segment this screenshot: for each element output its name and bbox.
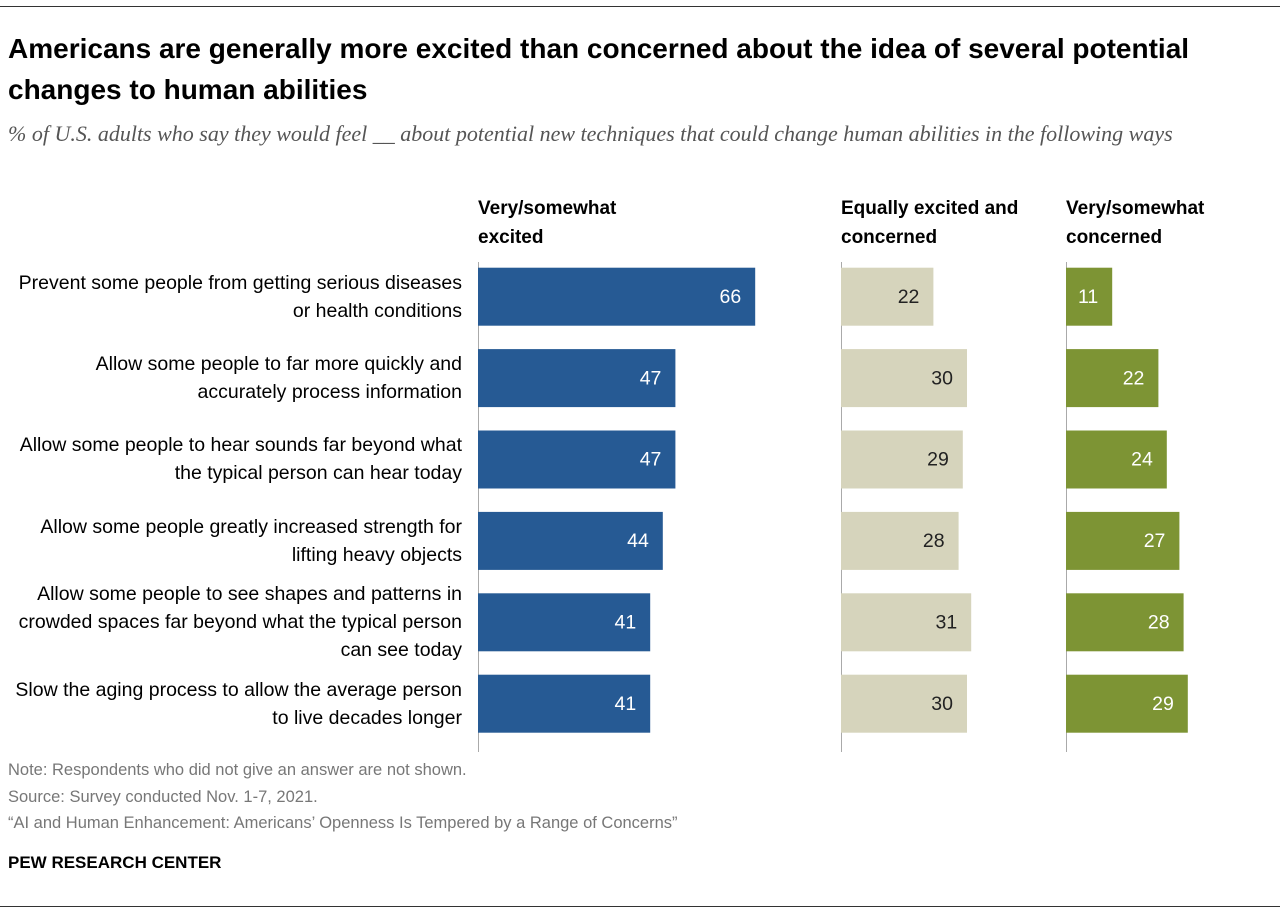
- series-header: Very/somewhat excited: [478, 198, 617, 248]
- value-label: 22: [898, 286, 920, 308]
- bar: [841, 674, 967, 733]
- value-label: 24: [1131, 449, 1153, 471]
- value-label: 30: [931, 693, 953, 715]
- bar: [478, 430, 676, 489]
- value-label: 41: [614, 611, 636, 633]
- value-label: 27: [1144, 530, 1166, 552]
- category-label: Allow some people greatly increased stre…: [40, 515, 462, 566]
- value-label: 30: [931, 367, 953, 389]
- brand: PEW RESEARCH CENTER: [8, 853, 222, 872]
- value-label: 11: [1078, 286, 1098, 308]
- bar: [1066, 593, 1184, 652]
- bar: [1066, 267, 1113, 326]
- bar: [478, 511, 663, 570]
- footnote: Source: Survey conducted Nov. 1-7, 2021.: [8, 787, 318, 806]
- bar: [841, 511, 959, 570]
- category-label: Allow some people to hear sounds far bey…: [19, 434, 462, 485]
- bar: [478, 349, 676, 408]
- chart-title: Americans are generally more excited tha…: [8, 33, 1190, 105]
- footnote: “AI and Human Enhancement: Americans’ Op…: [8, 814, 678, 832]
- category-label: Allow some people to see shapes and patt…: [18, 583, 462, 662]
- category-label: Prevent some people from getting serious…: [18, 271, 462, 322]
- bar: [1066, 674, 1188, 733]
- value-label: 47: [640, 449, 662, 471]
- chart-subtitle: % of U.S. adults who say they would feel…: [8, 121, 1173, 146]
- bar: [841, 267, 934, 326]
- bar: [478, 267, 756, 326]
- value-label: 28: [923, 530, 945, 552]
- bar: [1066, 511, 1180, 570]
- value-label: 31: [935, 611, 957, 633]
- value-label: 47: [640, 367, 662, 389]
- bar: [478, 593, 651, 652]
- bar: [1066, 430, 1167, 489]
- value-label: 28: [1148, 611, 1170, 633]
- category-label: Allow some people to far more quickly an…: [95, 352, 462, 403]
- value-label: 41: [614, 693, 636, 715]
- bar: [478, 674, 651, 733]
- value-label: 22: [1123, 367, 1145, 389]
- series-header: Very/somewhat concerned: [1066, 198, 1205, 248]
- category-label: Slow the aging process to allow the aver…: [15, 678, 462, 729]
- bar: [841, 430, 963, 489]
- value-label: 29: [1152, 693, 1174, 715]
- bar: [841, 349, 967, 408]
- series-header: Equally excited and concerned: [841, 198, 1019, 248]
- value-label: 66: [719, 286, 741, 308]
- footnote: Note: Respondents who did not give an an…: [8, 761, 467, 779]
- bar: [1066, 349, 1159, 408]
- value-label: 44: [627, 530, 649, 552]
- value-label: 29: [927, 449, 949, 471]
- bar: [841, 593, 972, 652]
